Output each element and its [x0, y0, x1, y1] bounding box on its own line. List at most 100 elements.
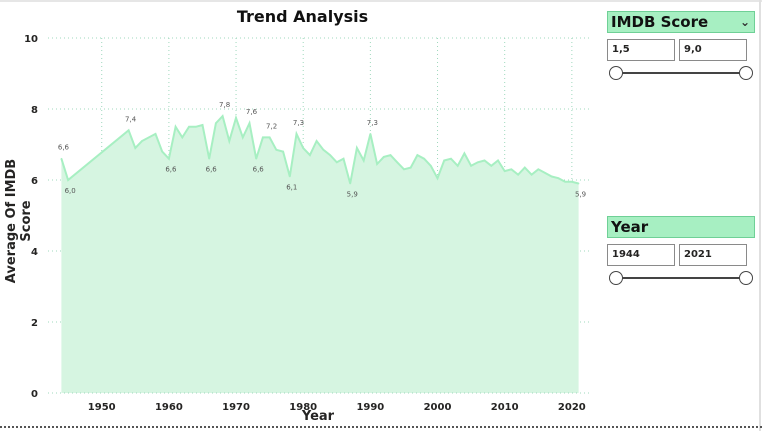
data-point: [524, 166, 526, 169]
data-label: 6,6: [165, 166, 177, 174]
data-point: [510, 168, 513, 171]
data-point: [557, 177, 560, 180]
data-point: [67, 179, 69, 181]
year-slider-track: [615, 277, 747, 279]
x-axis-label: Year: [301, 409, 335, 424]
data-point: [228, 140, 231, 142]
data-point: [409, 166, 412, 169]
data-point: [503, 170, 506, 172]
data-point: [268, 136, 271, 139]
year-max-input[interactable]: 2021: [679, 244, 747, 266]
data-point: [423, 157, 425, 160]
data-point: [315, 140, 318, 142]
data-label: 6,1: [286, 183, 297, 191]
data-point: [537, 168, 540, 171]
data-point: [161, 150, 163, 153]
data-point: [262, 136, 264, 139]
data-point: [174, 125, 177, 128]
right-border: [759, 0, 761, 431]
data-point: [396, 161, 399, 164]
data-label: 5,9: [347, 191, 358, 199]
data-point: [235, 117, 237, 119]
data-point: [168, 157, 170, 160]
data-label: 6,6: [206, 166, 218, 174]
data-point: [577, 182, 580, 185]
year-slicer-header[interactable]: Year: [607, 216, 755, 238]
data-point: [221, 115, 224, 117]
data-point: [490, 165, 493, 167]
imdb-score-max-input[interactable]: 9,0: [679, 39, 747, 61]
imdb-score-range-slider[interactable]: [607, 65, 755, 83]
data-point: [181, 136, 184, 139]
data-point: [255, 157, 257, 160]
year-min-input[interactable]: 1944: [607, 244, 675, 266]
x-tick-label: 2000: [424, 402, 452, 413]
imdb-score-min-input[interactable]: 1,5: [607, 39, 675, 61]
data-point: [470, 165, 472, 167]
imdb-score-slicer[interactable]: IMDB Score ⌄ 1,5 9,0: [607, 11, 755, 83]
data-point: [248, 122, 251, 124]
x-tick-label: 1990: [356, 402, 384, 413]
data-label: 6,0: [65, 187, 76, 195]
top-border: [0, 0, 762, 2]
data-point: [329, 154, 331, 156]
data-point: [141, 140, 143, 142]
data-point: [322, 149, 325, 151]
data-point: [383, 156, 385, 158]
data-point: [356, 147, 358, 149]
data-point: [564, 180, 566, 183]
data-point: [463, 152, 466, 155]
data-point: [362, 159, 365, 162]
data-point: [309, 154, 311, 156]
data-label: 6,6: [253, 166, 265, 174]
data-point: [60, 157, 63, 160]
data-point: [369, 133, 372, 135]
imdb-score-slicer-title: IMDB Score: [611, 13, 709, 31]
data-point: [416, 154, 419, 156]
data-label: 7,3: [367, 119, 378, 127]
x-tick-label: 1970: [222, 402, 250, 413]
data-point: [550, 175, 553, 178]
trend-chart[interactable]: Trend Analysis Average Of IMDB Score Yea…: [0, 0, 600, 431]
y-tick-label: 4: [31, 247, 38, 258]
data-point: [497, 159, 499, 162]
chevron-down-icon[interactable]: ⌄: [739, 15, 750, 29]
data-point: [443, 159, 446, 162]
data-point: [349, 182, 352, 185]
data-point: [571, 180, 573, 183]
data-point: [376, 163, 378, 165]
year-slicer[interactable]: Year 1944 2021: [607, 216, 755, 288]
data-point: [389, 154, 392, 156]
x-tick-label: 1950: [88, 402, 116, 413]
data-point: [275, 149, 278, 151]
year-slicer-title: Year: [611, 218, 649, 236]
data-point: [517, 173, 519, 176]
chart-title: Trend Analysis: [236, 7, 369, 26]
data-point: [241, 136, 244, 139]
imdb-score-slider-max-handle[interactable]: [739, 66, 753, 80]
data-point: [530, 173, 533, 176]
imdb-score-slicer-header[interactable]: IMDB Score ⌄: [607, 11, 755, 33]
year-slider-max-handle[interactable]: [739, 271, 753, 285]
data-point: [194, 125, 197, 128]
year-slider-min-handle[interactable]: [609, 271, 623, 285]
y-tick-label: 8: [31, 105, 38, 116]
data-point: [208, 157, 210, 160]
x-tick-label: 2020: [558, 402, 586, 413]
data-label: 7,8: [219, 101, 230, 109]
data-point: [342, 157, 345, 160]
data-point: [288, 175, 291, 178]
data-point: [436, 177, 439, 180]
data-point: [483, 159, 486, 162]
data-point: [430, 165, 432, 167]
year-range-inputs: 1944 2021: [607, 244, 755, 268]
data-point: [456, 165, 459, 167]
y-tick-label: 6: [31, 176, 38, 187]
data-label: 7,4: [125, 115, 137, 123]
year-range-slider[interactable]: [607, 270, 755, 288]
series-area: [61, 116, 579, 393]
imdb-score-slider-track: [615, 72, 747, 74]
y-tick-label: 0: [31, 389, 38, 400]
imdb-score-slider-min-handle[interactable]: [609, 66, 623, 80]
data-point: [154, 133, 157, 135]
